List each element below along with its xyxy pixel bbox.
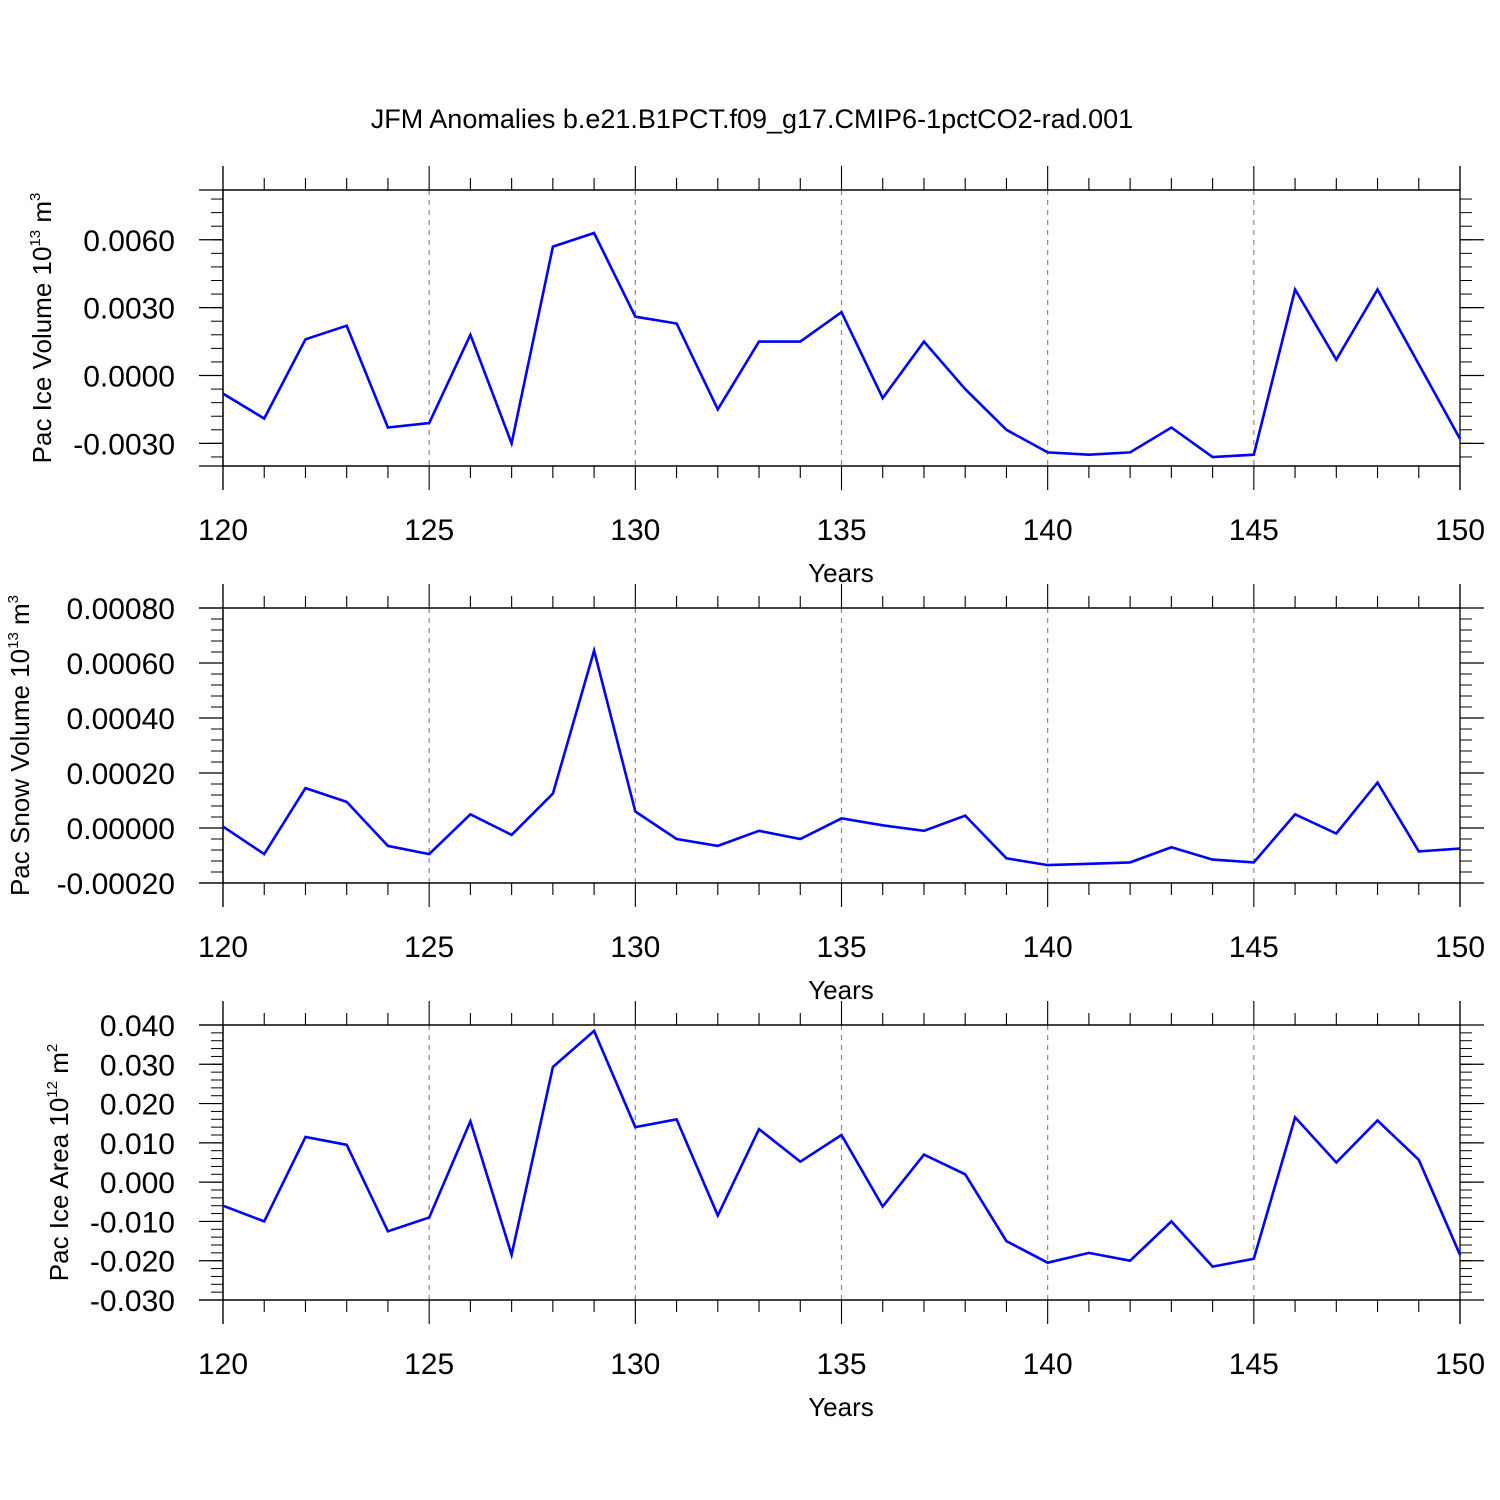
panel-ice-volume: 120 125 130 135 140 145 150 Years -0.0030 0.0000 0… [27, 166, 1485, 588]
y-axis-label: Pac Snow Volume 1013 m3 [5, 595, 35, 896]
y-tick-label: 0.000 [100, 1167, 175, 1200]
y-tick-label: 0.00080 [67, 593, 175, 626]
y-tick-label: 0.020 [100, 1089, 175, 1122]
y-tick-label: 0.00040 [67, 703, 175, 736]
x-tick-label: 120 [198, 514, 248, 547]
y-tick-label: 0.00000 [67, 813, 175, 846]
x-tick-label: 145 [1229, 1348, 1279, 1381]
y-tick-label: 0.00060 [67, 648, 175, 681]
x-tick-label: 140 [1023, 931, 1073, 964]
y-tick-label: -0.0030 [73, 428, 175, 461]
x-tick-label: 125 [404, 1348, 454, 1381]
x-tick-label: 145 [1229, 931, 1279, 964]
x-tick-label: 135 [816, 931, 866, 964]
x-axis-label: Years [808, 1392, 874, 1422]
y-axis-label: Pac Ice Area 1012 m2 [44, 1044, 74, 1281]
x-tick-label: 150 [1435, 1348, 1485, 1381]
x-tick-label: 140 [1023, 514, 1073, 547]
y-tick-label: 0.030 [100, 1049, 175, 1082]
y-tick-label: 0.0060 [83, 225, 175, 258]
y-tick-label: 0.00020 [67, 758, 175, 791]
x-tick-label: 140 [1023, 1348, 1073, 1381]
x-axis-label: Years [808, 558, 874, 588]
x-tick-label: 150 [1435, 514, 1485, 547]
y-tick-label: 0.040 [100, 1010, 175, 1043]
y-axis-label: Pac Ice Volume 1013 m3 [27, 193, 57, 464]
x-tick-label: 125 [404, 514, 454, 547]
x-tick-label: 135 [816, 1348, 866, 1381]
panels: 120 125 130 135 140 145 150Years-0.00300.00000… [5, 166, 1485, 1422]
x-tick-label: 130 [610, 931, 660, 964]
x-tick-label: 135 [816, 514, 866, 547]
y-tick-label: 0.0000 [83, 361, 175, 394]
x-tick-label: 130 [610, 514, 660, 547]
y-tick-label: -0.030 [90, 1285, 175, 1318]
y-tick-label: -0.020 [90, 1246, 175, 1279]
y-tick-label: -0.00020 [57, 868, 175, 901]
x-tick-label: 130 [610, 1348, 660, 1381]
y-tick-label: -0.010 [90, 1206, 175, 1239]
y-tick-label: 0.010 [100, 1128, 175, 1161]
x-tick-label: 145 [1229, 514, 1279, 547]
figure-title: JFM Anomalies b.e21.B1PCT.f09_g17.CMIP6-… [371, 104, 1133, 134]
x-tick-label: 120 [198, 1348, 248, 1381]
panel-snow-volume: 120 125 130 135 140 145 150 Years -0.00020 0.0000… [5, 584, 1485, 1005]
x-tick-label: 120 [198, 931, 248, 964]
panel-ice-area: 120 125 130 135 140 145 150 Years -0.030 -0.020 -0… [44, 1001, 1485, 1422]
x-tick-label: 150 [1435, 931, 1485, 964]
x-axis-label: Years [808, 975, 874, 1005]
x-tick-label: 125 [404, 931, 454, 964]
y-tick-label: 0.0030 [83, 293, 175, 326]
